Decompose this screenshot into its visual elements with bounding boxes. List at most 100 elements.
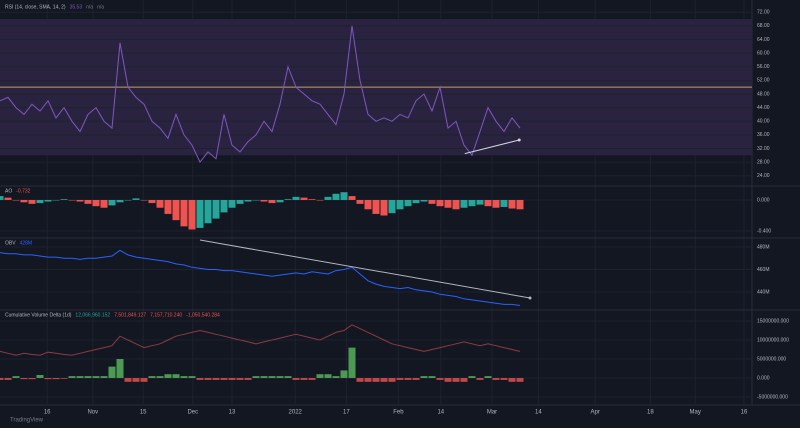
histogram-bar (444, 199, 452, 208)
cvd-bar (308, 378, 316, 380)
y-tick-label: 440M (757, 289, 770, 295)
histogram-bar (492, 199, 500, 208)
histogram-bar (204, 199, 212, 224)
cvd-bar (164, 374, 172, 379)
pane-value: -1,050,540.284 (186, 312, 220, 318)
histogram-bar (388, 199, 396, 214)
cvd-bar (300, 378, 308, 380)
histogram-bar (20, 199, 28, 203)
cvd-bar (452, 378, 460, 382)
y-tick-label: -5000000.000 (757, 394, 788, 400)
histogram-bar (292, 196, 300, 200)
pane-title: OBV (5, 240, 16, 246)
histogram-bar (372, 199, 380, 214)
cvd-bar (108, 366, 116, 379)
histogram-bar (468, 199, 476, 207)
pane-value: n/a (97, 4, 104, 10)
histogram-bar (516, 199, 524, 210)
y-tick-label: 68.00 (757, 23, 770, 29)
cvd-bar (52, 378, 60, 380)
y-tick-label: 72.00 (757, 10, 770, 16)
x-tick-label: Nov (87, 410, 98, 416)
cvd-bar (380, 378, 388, 382)
trend-line (199, 239, 531, 299)
cvd-bar (292, 378, 300, 380)
histogram-bar (324, 196, 332, 200)
cvd-bar (260, 376, 268, 379)
pane-title: AO (5, 188, 12, 194)
histogram-bar (364, 199, 372, 210)
y-tick-label: 32.00 (757, 146, 770, 152)
pane-value: -0.732 (16, 188, 30, 194)
histogram-bar (0, 196, 4, 200)
cvd-bar (428, 376, 436, 379)
cvd-bar (284, 376, 292, 379)
histogram-bar (436, 199, 444, 207)
pane-value: 7,157,710.240 (150, 312, 182, 318)
cvd-bar (212, 378, 220, 380)
logo: TradingView (10, 418, 44, 424)
cvd-bar (124, 378, 132, 382)
cvd-bar (12, 376, 20, 379)
histogram-bar (308, 199, 316, 200)
histogram-bar (332, 193, 340, 200)
x-tick-label: 18 (647, 410, 654, 416)
histogram-bar (244, 199, 252, 202)
trend-end (517, 138, 521, 142)
y-tick-label: 60.00 (757, 50, 770, 56)
cvd-bar (412, 378, 420, 380)
y-tick-label: -0.400 (757, 228, 771, 234)
x-tick-label: Dec (187, 410, 198, 416)
histogram-bar (84, 199, 92, 204)
histogram-bar (124, 199, 132, 201)
x-tick-label: 17 (343, 410, 350, 416)
cvd-bar (388, 378, 396, 382)
line (0, 249, 521, 306)
histogram-bar (36, 199, 44, 204)
histogram-bar (500, 199, 508, 207)
histogram-bar (420, 199, 428, 202)
cvd-bar (276, 376, 284, 379)
histogram-bar (188, 199, 196, 230)
x-tick-label: 14 (437, 410, 444, 416)
y-tick-label: 40.00 (757, 119, 770, 125)
x-tick-label: 14 (535, 410, 542, 416)
x-tick-label: 13 (229, 410, 236, 416)
histogram-bar (156, 199, 164, 208)
cvd-bar (396, 378, 404, 380)
cvd-bar (348, 347, 356, 379)
histogram-bar (236, 199, 244, 204)
cvd-bar (172, 374, 180, 379)
cvd-bar (508, 378, 516, 382)
cvd-bar (116, 359, 124, 379)
histogram-bar (196, 199, 204, 228)
cvd-bar (156, 376, 164, 379)
cvd-bar (356, 378, 364, 382)
y-tick-label: 24.00 (757, 173, 770, 179)
cvd-bar (316, 374, 324, 379)
cvd-bar (84, 376, 92, 379)
cvd-bar (468, 376, 476, 379)
cvd-bar (444, 378, 452, 382)
cvd-bar (460, 378, 468, 382)
histogram-bar (228, 199, 236, 208)
y-tick-label: 44.00 (757, 105, 770, 111)
cvd-bar (188, 376, 196, 379)
x-tick-label: Feb (393, 410, 404, 416)
histogram-bar (4, 197, 12, 200)
cvd-bar (36, 374, 44, 379)
cvd-line (0, 324, 521, 356)
histogram-bar (356, 199, 364, 204)
line (0, 25, 521, 164)
histogram-bar (412, 199, 420, 204)
pane-value: 35.53 (70, 4, 83, 10)
cvd-bar (92, 376, 100, 379)
histogram-bar (276, 199, 284, 203)
histogram-bar (428, 199, 436, 204)
cvd-bar (236, 378, 244, 380)
cvd-bar (372, 378, 380, 382)
cvd-bar (268, 376, 276, 379)
y-tick-label: 5000000.000 (757, 356, 786, 362)
histogram-bar (44, 199, 52, 202)
